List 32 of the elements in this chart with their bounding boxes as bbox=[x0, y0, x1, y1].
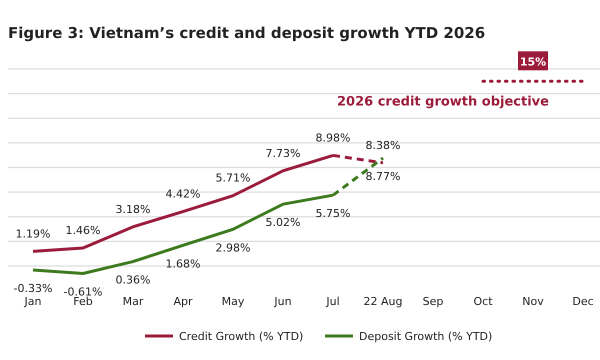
x-tick-label: May bbox=[222, 295, 245, 308]
data-label: 5.71% bbox=[216, 172, 250, 185]
x-tick-label: 22 Aug bbox=[364, 295, 402, 308]
data-label: 15% bbox=[520, 55, 546, 68]
data-label: 5.75% bbox=[316, 207, 350, 220]
data-label: 1.68% bbox=[166, 257, 200, 270]
data-label: 0.36% bbox=[116, 274, 150, 287]
x-tick-label: Jan bbox=[24, 295, 42, 308]
x-tick-label: Nov bbox=[522, 295, 544, 308]
data-label: 1.19% bbox=[16, 227, 50, 240]
x-tick-label: Mar bbox=[122, 295, 144, 308]
legend-label: Deposit Growth (% YTD) bbox=[359, 330, 492, 343]
x-tick-label: Apr bbox=[173, 295, 193, 308]
data-label: 3.18% bbox=[116, 202, 150, 216]
data-label: 8.38% bbox=[366, 138, 400, 152]
series-label: 2026 credit growth objective bbox=[337, 94, 550, 110]
data-label: 7.73% bbox=[266, 146, 300, 160]
x-tick-label: Jun bbox=[273, 295, 292, 308]
data-label: 5.02% bbox=[266, 216, 300, 230]
x-tick-label: Sep bbox=[422, 295, 444, 308]
data-label: -0.33% bbox=[14, 282, 52, 296]
legend-label: Credit Growth (% YTD) bbox=[179, 330, 304, 343]
chart-title: Figure 3: Vietnam’s credit and deposit growth YTD 2026 bbox=[8, 24, 486, 42]
data-label: 4.42% bbox=[166, 188, 200, 201]
x-tick-label: Oct bbox=[473, 295, 494, 308]
data-label: 8.77% bbox=[366, 170, 400, 184]
data-label: 1.46% bbox=[66, 224, 100, 238]
x-tick-label: Jul bbox=[325, 295, 340, 308]
data-label: 2.98% bbox=[216, 241, 250, 254]
x-tick-label: Dec bbox=[572, 295, 594, 308]
x-tick-label: Feb bbox=[73, 295, 93, 308]
data-label: 8.98% bbox=[316, 131, 350, 144]
